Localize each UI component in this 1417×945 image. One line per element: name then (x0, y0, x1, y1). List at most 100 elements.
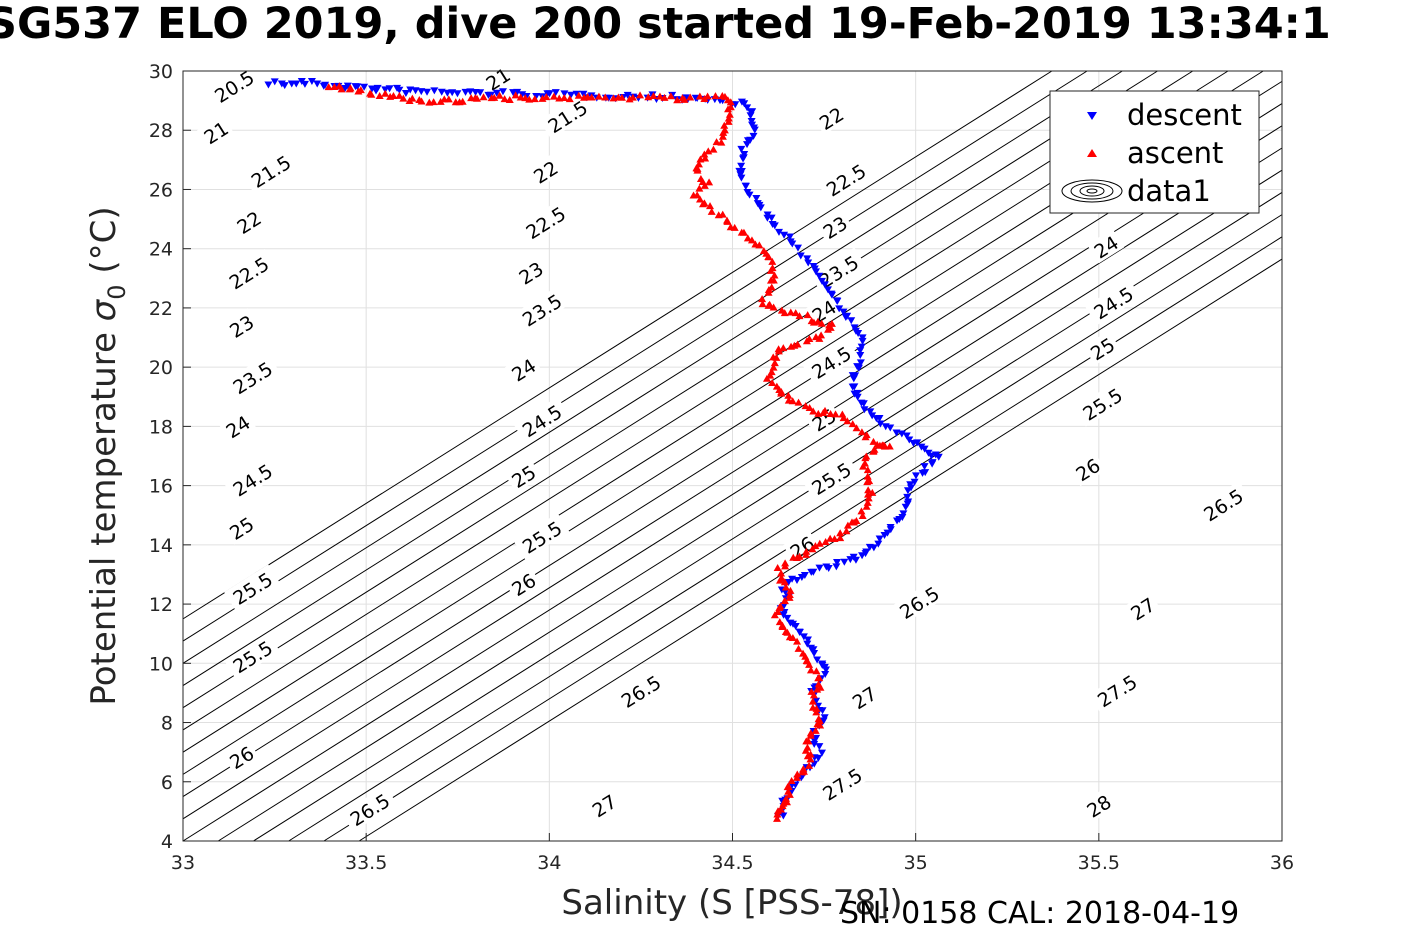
descent-point (785, 233, 794, 241)
ascent-point (759, 246, 768, 254)
ascent-point (862, 502, 871, 510)
descent-point (749, 132, 758, 140)
contour-label-bg (478, 60, 517, 96)
ascent-point (817, 331, 826, 339)
descent-point (313, 80, 322, 88)
contour-label-bg (513, 396, 570, 444)
contour-label-bg (513, 285, 570, 333)
contour-label-bg (205, 62, 262, 109)
ascent-point (516, 93, 525, 101)
descent-point (461, 88, 470, 96)
ascent-point (565, 95, 574, 103)
contour-label-bg (224, 455, 280, 503)
ascent-point (714, 211, 723, 219)
isopycnal-27.5 (182, 70, 1088, 642)
contour-label-bg (224, 632, 280, 680)
ascent-point (862, 431, 871, 439)
ascent-point (636, 91, 645, 99)
contour-label-bg (845, 679, 883, 715)
ascent-point (863, 472, 872, 480)
descent-point (739, 155, 748, 163)
ascent-point (324, 83, 333, 91)
contour-label: 22.5 (517, 198, 573, 245)
ascent-point (864, 494, 873, 502)
descent-point (832, 297, 841, 305)
descent-point (353, 83, 362, 91)
contour-label: 24.5 (1085, 278, 1141, 326)
descent-point (752, 194, 761, 202)
ascent-point (436, 97, 445, 105)
descent-point (443, 89, 452, 97)
ascent-point (784, 782, 793, 790)
contour-label-text: 28 (1083, 791, 1115, 823)
ascent-point (720, 126, 729, 134)
ascent-point (786, 586, 795, 594)
ascent-point (770, 359, 779, 367)
descent-point (803, 255, 812, 263)
contour-label-bg (222, 308, 260, 343)
ascent-point (821, 538, 830, 546)
descent-point (746, 108, 755, 116)
descent-point (437, 88, 446, 96)
ascent-point (766, 276, 775, 284)
contour-label-bg (341, 785, 398, 832)
ascent-point (780, 597, 789, 605)
ascent-point (366, 89, 375, 97)
descent-point (913, 439, 922, 447)
descent-point (880, 532, 889, 540)
contour-label-text: 27 (589, 791, 621, 823)
ascent-point (807, 317, 816, 325)
descent-point (741, 182, 750, 190)
ascent-point (793, 637, 802, 645)
descent-point (841, 313, 850, 321)
descent-point (893, 517, 902, 525)
contour-label-bg (224, 353, 280, 401)
contour-label-bg (504, 458, 542, 493)
ascent-point (843, 521, 852, 529)
descent-point (928, 459, 937, 467)
density-contours (182, 70, 1283, 842)
ascent-point (805, 761, 814, 769)
contour-label: 26 (504, 566, 542, 601)
descent-point (373, 84, 382, 92)
ascent-point (399, 94, 408, 102)
ascent-point (801, 402, 810, 410)
contour-label: 23.5 (224, 353, 280, 401)
calibration-footer: SN: 0158 CAL: 2018-04-19 (840, 896, 1240, 931)
descent-point (918, 469, 927, 477)
ascent-point (782, 798, 791, 806)
x-tick-label: 35.5 (1078, 852, 1120, 874)
contour-label: 23 (511, 254, 550, 290)
descent-point (746, 112, 755, 120)
descent-point (815, 272, 824, 280)
contour-label-bg (511, 254, 550, 290)
ascent-point (869, 437, 878, 445)
descent-point (385, 85, 394, 93)
ascent-point (769, 363, 778, 371)
ascent-point (695, 184, 704, 192)
descent-point (788, 240, 797, 248)
descent-point (854, 330, 863, 338)
ascent-point (720, 121, 729, 129)
descent-point (833, 558, 842, 566)
x-axis-label: Salinity (S [PSS-78]) (561, 883, 902, 923)
legend-descent-marker (1087, 112, 1097, 120)
ascent-point (707, 207, 716, 215)
contour-label-bg (803, 338, 859, 385)
y-tick-label: 22 (149, 298, 173, 320)
contour-label-bg (517, 198, 573, 245)
descent-point (411, 87, 420, 95)
descent-point (817, 749, 826, 757)
contour-label-text: 24 (508, 355, 540, 387)
contour-label: 22 (229, 204, 267, 239)
ascent-point (724, 114, 733, 122)
descent-point (783, 614, 792, 622)
contour-label: 21 (196, 114, 234, 149)
descent-point (823, 286, 832, 294)
contour-label-bg (513, 513, 570, 560)
ascent-point (673, 96, 682, 104)
y-tick-label: 8 (161, 713, 173, 735)
contour-label-bg (812, 100, 850, 135)
ascent-point (467, 94, 476, 102)
